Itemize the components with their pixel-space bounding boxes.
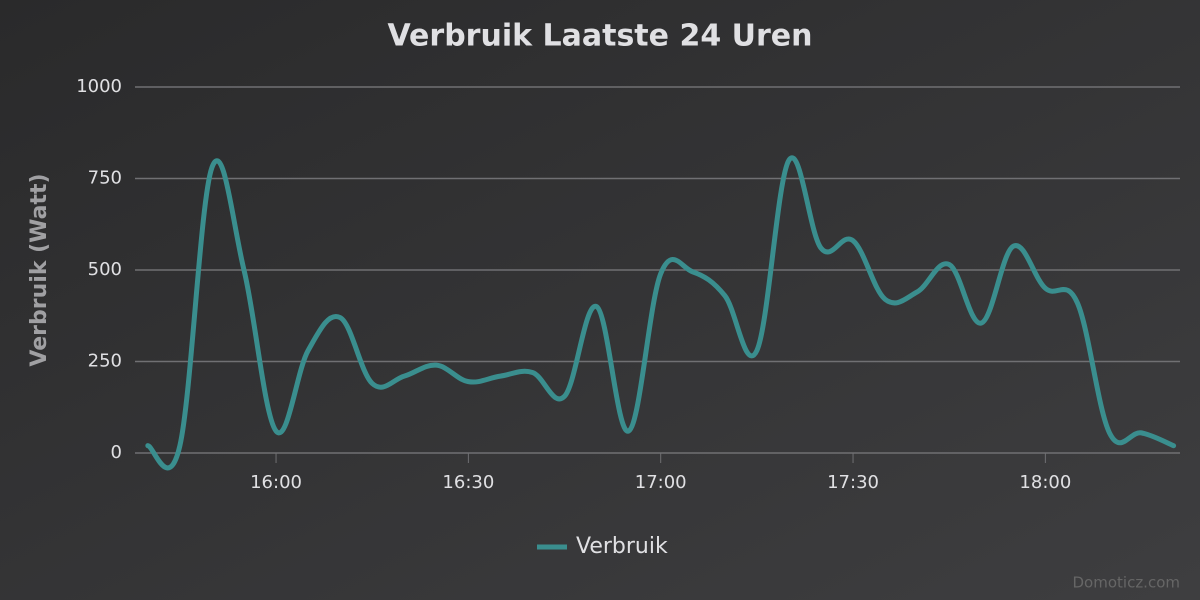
- x-tick-label: 17:00: [635, 472, 687, 493]
- y-axis-title: Verbruik (Watt): [27, 173, 52, 366]
- chart-title: Verbruik Laatste 24 Uren: [387, 19, 812, 54]
- legend-label: Verbruik: [576, 534, 668, 559]
- y-tick-label: 1000: [76, 76, 122, 97]
- series-line: [145, 155, 1177, 471]
- x-tick-label: 18:00: [1019, 472, 1071, 493]
- x-tick-label: 16:00: [250, 472, 302, 493]
- x-tick-label: 17:30: [827, 472, 879, 493]
- y-tick-label: 0: [111, 442, 122, 463]
- x-tick-label: 16:30: [442, 472, 494, 493]
- credits: Domoticz.com: [1073, 574, 1181, 592]
- y-tick-label: 750: [88, 168, 122, 189]
- y-tick-label: 500: [88, 259, 122, 280]
- y-tick-label: 250: [88, 351, 122, 372]
